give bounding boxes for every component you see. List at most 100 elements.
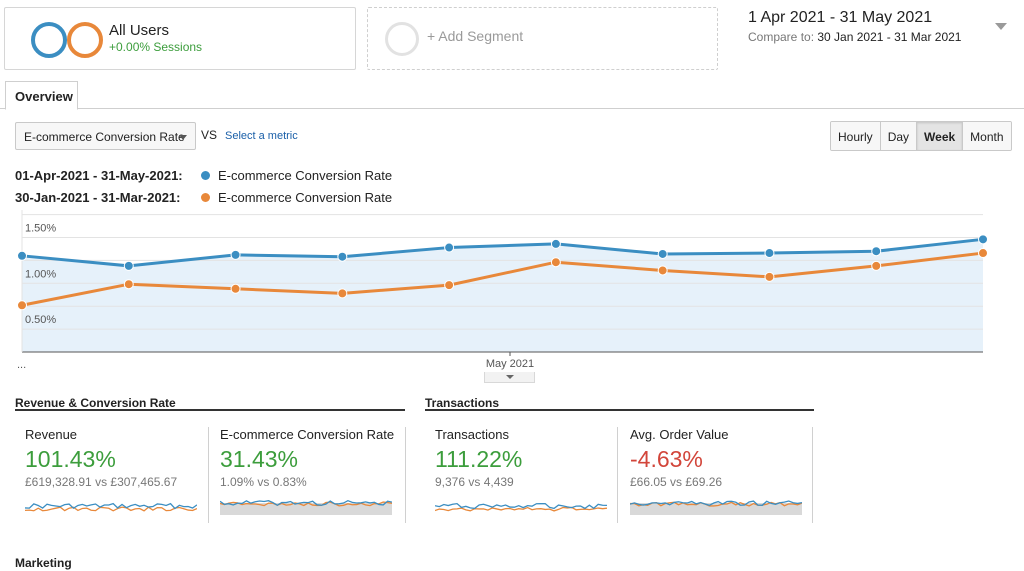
divider	[812, 427, 813, 523]
area-fill	[22, 239, 983, 352]
metric-change: 101.43%	[25, 446, 116, 472]
metric-card-avg-order-value[interactable]: Avg. Order Value -4.63% £66.05 vs £69.26	[630, 427, 802, 523]
sparkline-current	[630, 500, 802, 506]
metric-name: E-commerce Conversion Rate	[220, 427, 395, 442]
tab-overview[interactable]: Overview	[5, 81, 78, 110]
metric-name: Transactions	[435, 427, 509, 442]
metric-change: 31.43%	[220, 446, 299, 472]
divider	[208, 427, 209, 523]
series-previous-point	[123, 279, 134, 290]
add-segment-button[interactable]: + Add Segment	[367, 7, 718, 70]
metric-name: Avg. Order Value	[630, 427, 729, 442]
legend-current: 01-Apr-2021 - 31-May-2021: E-commerce Co…	[15, 168, 392, 183]
sparkline-current	[25, 502, 197, 510]
series-previous-point	[550, 257, 561, 268]
date-range-picker[interactable]: 1 Apr 2021 - 31 May 2021 Compare to: 30 …	[748, 9, 1012, 49]
compare-label: Compare to:	[748, 30, 815, 44]
series-current-point	[230, 249, 241, 260]
segment-circles	[31, 22, 103, 58]
hourly-button[interactable]: Hourly	[831, 122, 881, 150]
compare-range: 30 Jan 2021 - 31 Mar 2021	[817, 30, 962, 44]
sparkline	[435, 502, 607, 512]
series-previous-point	[978, 248, 988, 259]
series-previous-point	[657, 265, 668, 276]
y-tick-label: 0.50%	[25, 314, 56, 326]
week-button[interactable]: Week	[917, 122, 964, 150]
segment-all-users[interactable]: All Users +0.00% Sessions	[4, 7, 356, 70]
date-range-primary: 1 Apr 2021 - 31 May 2021	[748, 9, 933, 26]
sparkline	[25, 502, 197, 512]
section-title-revenue-conversion: Revenue & Conversion Rate	[15, 396, 176, 410]
series-previous-point	[444, 280, 455, 291]
metric-change: 111.22%	[435, 446, 523, 472]
metric-card-transactions[interactable]: Transactions 111.22% 9,376 vs 4,439	[435, 427, 607, 523]
legend-range: 01-Apr-2021 - 31-May-2021:	[15, 168, 183, 183]
month-button[interactable]: Month	[963, 122, 1011, 150]
metric-compare: 1.09% vs 0.83%	[220, 475, 307, 489]
sparkline	[630, 500, 802, 515]
sparkline-previous	[220, 501, 392, 507]
segment-sessions-change: +0.00% Sessions	[109, 40, 203, 54]
legend-metric: E-commerce Conversion Rate	[218, 168, 393, 183]
select-metric-link[interactable]: Select a metric	[225, 130, 298, 142]
metric-compare: 9,376 vs 4,439	[435, 475, 514, 489]
divider	[405, 427, 406, 523]
time-granularity-group: Hourly Day Week Month	[830, 121, 1012, 151]
series-previous-point	[764, 271, 775, 282]
series-current-point	[657, 248, 668, 259]
legend-metric: E-commerce Conversion Rate	[218, 190, 393, 205]
metric-card-conversion-rate[interactable]: E-commerce Conversion Rate 31.43% 1.09% …	[220, 427, 394, 523]
sparkline	[220, 499, 392, 515]
series-previous-point	[230, 283, 241, 294]
add-segment-label: + Add Segment	[427, 28, 524, 44]
sparkline-previous	[25, 506, 197, 512]
metric-name: Revenue	[25, 427, 78, 442]
date-range-compare: Compare to: 30 Jan 2021 - 31 Mar 2021	[748, 30, 1012, 44]
chevron-down-icon	[506, 375, 514, 379]
section-rule	[425, 409, 814, 411]
legend-dot-icon	[201, 171, 210, 180]
sparkline-current	[435, 502, 607, 510]
section-title-marketing: Marketing	[15, 556, 72, 570]
conversion-rate-line-chart: 1.50% 1.00% 0.50%... May 2021	[17, 210, 988, 371]
vs-label: VS	[201, 128, 218, 142]
chevron-down-icon	[179, 135, 187, 140]
section-rule	[15, 409, 405, 411]
series-current-point	[123, 260, 134, 271]
series-previous-line	[21, 251, 984, 307]
segment-circle-current	[31, 22, 67, 58]
segment-name: All Users	[109, 22, 170, 39]
segment-circle-previous	[67, 22, 103, 58]
series-current-point	[444, 242, 455, 253]
metric-compare: £619,328.91 vs £307,465.67	[25, 475, 178, 489]
metric-compare: £66.05 vs £69.26	[630, 475, 723, 489]
chevron-down-icon	[995, 23, 1007, 30]
series-current-point	[550, 238, 561, 249]
series-previous-point	[17, 300, 27, 311]
sparkline-fill	[630, 503, 802, 515]
chart-collapse-handle[interactable]	[484, 372, 535, 383]
legend-range: 30-Jan-2021 - 31-Mar-2021:	[15, 190, 181, 205]
series-current-line	[21, 237, 984, 268]
sparkline-previous	[435, 506, 607, 512]
metric-select-value: E-commerce Conversion Rate	[24, 130, 185, 144]
section-title-transactions: Transactions	[425, 396, 500, 410]
legend-previous: 30-Jan-2021 - 31-Mar-2021: E-commerce Co…	[15, 190, 392, 205]
series-current-point	[764, 248, 775, 259]
series-previous-point	[337, 288, 348, 299]
series-current-point	[871, 246, 882, 257]
series-current-point	[337, 251, 348, 262]
y-tick-label: 1.50%	[25, 223, 56, 235]
sparkline-current	[220, 499, 392, 507]
series-previous-point	[871, 260, 882, 271]
legend-dot-icon	[201, 193, 210, 202]
x-tick-label: May 2021	[486, 358, 534, 370]
add-segment-ring-icon	[385, 22, 419, 56]
sparkline-previous	[630, 501, 802, 507]
day-button[interactable]: Day	[880, 122, 918, 150]
metric-select[interactable]: E-commerce Conversion Rate	[15, 122, 196, 150]
metric-change: -4.63%	[630, 446, 703, 472]
series-current-point	[17, 250, 27, 261]
tab-bar	[0, 108, 1024, 109]
metric-card-revenue[interactable]: Revenue 101.43% £619,328.91 vs £307,465.…	[25, 427, 197, 523]
